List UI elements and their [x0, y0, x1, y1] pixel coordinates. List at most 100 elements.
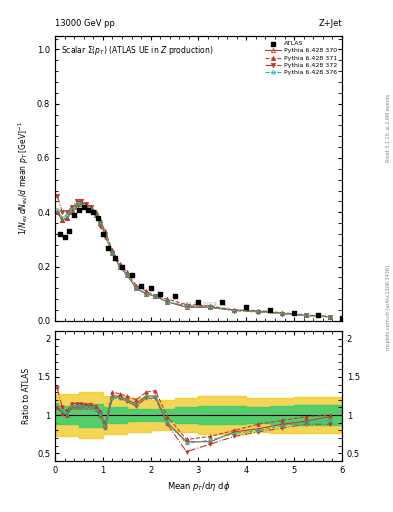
- ATLAS: [138, 282, 144, 290]
- Pythia 6.428 372: [98, 223, 103, 229]
- Pythia 6.428 372: [70, 204, 74, 210]
- Text: Z+Jet: Z+Jet: [318, 19, 342, 28]
- Pythia 6.428 370: [184, 304, 189, 310]
- Pythia 6.428 376: [60, 215, 64, 221]
- Pythia 6.428 371: [184, 302, 189, 308]
- ATLAS: [81, 203, 87, 211]
- Pythia 6.428 370: [88, 206, 93, 212]
- ATLAS: [291, 309, 297, 317]
- Text: ATLAS_2019_11_...: ATLAS_2019_11_...: [184, 301, 236, 307]
- Pythia 6.428 376: [70, 206, 74, 212]
- Pythia 6.428 370: [256, 308, 261, 314]
- Pythia 6.428 370: [125, 272, 129, 278]
- Pythia 6.428 372: [93, 212, 98, 218]
- Pythia 6.428 370: [93, 212, 98, 218]
- Pythia 6.428 376: [232, 308, 237, 314]
- Pythia 6.428 376: [64, 212, 69, 218]
- Pythia 6.428 370: [55, 209, 60, 216]
- Pythia 6.428 372: [208, 304, 213, 310]
- Pythia 6.428 370: [64, 215, 69, 221]
- Pythia 6.428 376: [88, 206, 93, 212]
- Pythia 6.428 370: [165, 299, 170, 305]
- Pythia 6.428 370: [280, 310, 285, 316]
- Y-axis label: Ratio to ATLAS: Ratio to ATLAS: [22, 368, 31, 424]
- Pythia 6.428 372: [256, 309, 261, 315]
- ATLAS: [66, 227, 73, 236]
- Pythia 6.428 371: [110, 247, 115, 253]
- Pythia 6.428 370: [143, 291, 148, 297]
- Pythia 6.428 372: [153, 293, 158, 300]
- Pythia 6.428 371: [103, 228, 108, 234]
- Pythia 6.428 371: [232, 307, 237, 313]
- Pythia 6.428 371: [88, 204, 93, 210]
- Pythia 6.428 372: [232, 308, 237, 314]
- Pythia 6.428 372: [117, 264, 122, 270]
- Pythia 6.428 371: [55, 209, 60, 216]
- Pythia 6.428 372: [55, 193, 60, 199]
- ATLAS: [90, 208, 96, 217]
- Pythia 6.428 371: [60, 218, 64, 224]
- Pythia 6.428 370: [110, 250, 115, 256]
- Pythia 6.428 376: [125, 272, 129, 278]
- Pythia 6.428 376: [74, 201, 79, 207]
- Text: mcplots.cern.ch [arXiv:1306.3436]: mcplots.cern.ch [arXiv:1306.3436]: [386, 265, 391, 350]
- Pythia 6.428 372: [280, 310, 285, 316]
- Pythia 6.428 372: [328, 314, 332, 320]
- Pythia 6.428 370: [60, 218, 64, 224]
- ATLAS: [76, 205, 82, 214]
- Line: Pythia 6.428 371: Pythia 6.428 371: [55, 199, 332, 318]
- Pythia 6.428 376: [98, 220, 103, 226]
- ATLAS: [57, 230, 63, 238]
- Text: Rivet 3.1.10, ≥ 2.6M events: Rivet 3.1.10, ≥ 2.6M events: [386, 94, 391, 162]
- Pythia 6.428 371: [143, 288, 148, 294]
- Line: Pythia 6.428 372: Pythia 6.428 372: [55, 194, 332, 319]
- ATLAS: [95, 214, 101, 222]
- Pythia 6.428 370: [84, 204, 88, 210]
- Pythia 6.428 372: [134, 285, 139, 291]
- ATLAS: [85, 205, 92, 214]
- Text: 13000 GeV pp: 13000 GeV pp: [55, 19, 115, 28]
- Pythia 6.428 371: [165, 296, 170, 302]
- X-axis label: Mean $p_T$/d$\eta$ d$\phi$: Mean $p_T$/d$\eta$ d$\phi$: [167, 480, 230, 493]
- Pythia 6.428 371: [79, 198, 84, 204]
- Pythia 6.428 376: [153, 293, 158, 300]
- Pythia 6.428 372: [304, 312, 309, 318]
- Pythia 6.428 376: [143, 291, 148, 297]
- Pythia 6.428 376: [165, 299, 170, 305]
- Pythia 6.428 371: [208, 303, 213, 309]
- Pythia 6.428 371: [280, 310, 285, 316]
- Pythia 6.428 371: [125, 269, 129, 275]
- Pythia 6.428 376: [184, 303, 189, 309]
- Pythia 6.428 370: [70, 209, 74, 216]
- Pythia 6.428 376: [134, 285, 139, 291]
- ATLAS: [129, 271, 135, 279]
- Pythia 6.428 370: [74, 204, 79, 210]
- Pythia 6.428 372: [64, 209, 69, 216]
- ATLAS: [61, 232, 68, 241]
- ATLAS: [315, 311, 321, 319]
- Pythia 6.428 376: [280, 310, 285, 316]
- Y-axis label: $1/N_{\rm ev}\,dN_{\rm ev}/d$ mean $p_T$ [GeV]$^{-1}$: $1/N_{\rm ev}\,dN_{\rm ev}/d$ mean $p_T$…: [17, 121, 31, 236]
- ATLAS: [219, 298, 226, 306]
- Pythia 6.428 372: [125, 272, 129, 278]
- Pythia 6.428 372: [84, 201, 88, 207]
- Pythia 6.428 376: [55, 206, 60, 212]
- ATLAS: [71, 211, 77, 219]
- Pythia 6.428 370: [103, 231, 108, 237]
- Pythia 6.428 372: [88, 204, 93, 210]
- ATLAS: [119, 263, 125, 271]
- Line: Pythia 6.428 376: Pythia 6.428 376: [56, 202, 332, 318]
- Pythia 6.428 371: [84, 201, 88, 207]
- Pythia 6.428 370: [79, 201, 84, 207]
- Pythia 6.428 376: [84, 204, 88, 210]
- ATLAS: [100, 230, 106, 238]
- Pythia 6.428 372: [74, 198, 79, 204]
- ATLAS: [147, 284, 154, 292]
- Pythia 6.428 372: [143, 291, 148, 297]
- Pythia 6.428 371: [64, 215, 69, 221]
- ATLAS: [105, 244, 111, 252]
- ATLAS: [157, 290, 163, 298]
- Pythia 6.428 370: [328, 314, 332, 320]
- Pythia 6.428 372: [79, 198, 84, 204]
- Pythia 6.428 376: [103, 231, 108, 237]
